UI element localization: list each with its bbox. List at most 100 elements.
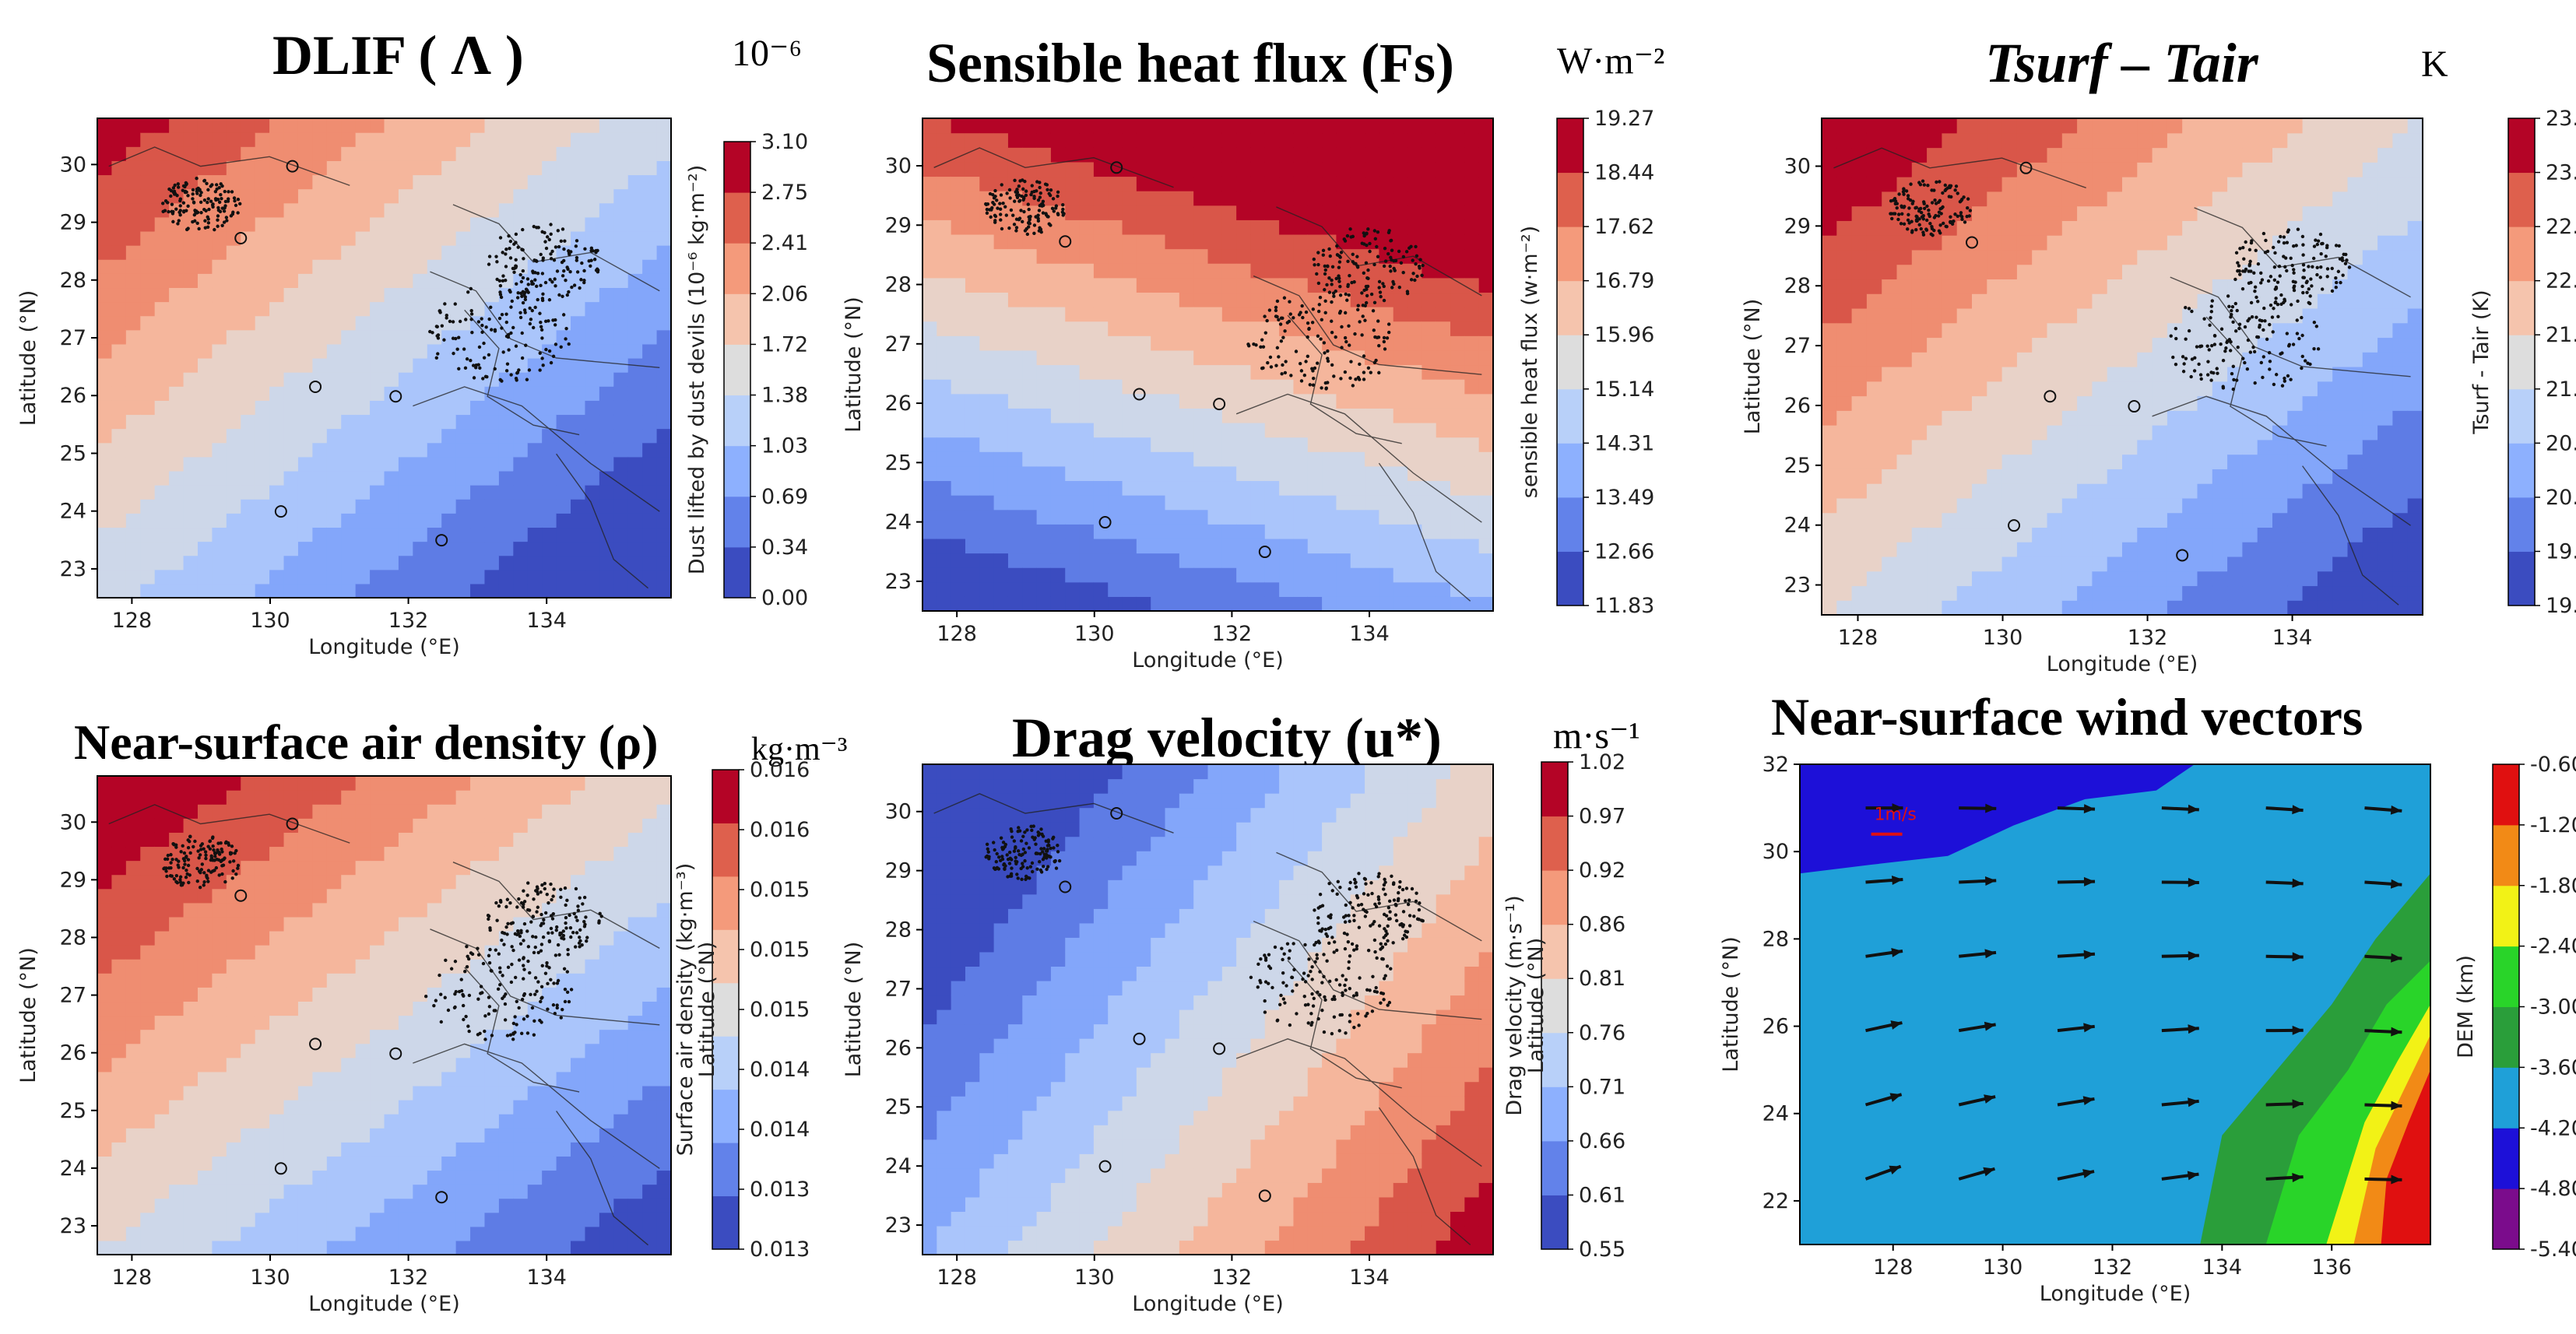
- heatmap-cell: [571, 569, 586, 585]
- heatmap-cell: [1851, 585, 1868, 601]
- heatmap-cell: [1193, 191, 1209, 206]
- heatmap-cell: [993, 248, 1009, 264]
- feature-dot: [589, 246, 594, 251]
- feature-dot: [1382, 264, 1386, 269]
- heatmap-cell: [1122, 321, 1137, 336]
- heatmap-cell: [1065, 307, 1081, 322]
- feature-dot: [223, 205, 227, 210]
- heatmap-cell: [1882, 162, 1898, 177]
- heatmap-cell: [370, 414, 385, 430]
- heatmap-cell: [2137, 235, 2153, 251]
- heatmap-cell: [140, 527, 156, 542]
- heatmap-cell: [1036, 307, 1052, 322]
- feature-dot: [474, 366, 478, 370]
- heatmap-cell: [585, 400, 600, 416]
- heatmap-cell: [297, 118, 313, 133]
- heatmap-cell: [370, 202, 385, 218]
- feature-dot: [454, 336, 458, 341]
- heatmap-cell: [993, 509, 1009, 525]
- heatmap-cell: [1478, 581, 1494, 597]
- heatmap-cell: [1093, 581, 1109, 597]
- heatmap-cell: [1822, 264, 1837, 280]
- heatmap-cell: [627, 273, 643, 289]
- heatmap-cell: [154, 287, 170, 303]
- heatmap-cell: [355, 146, 371, 161]
- heatmap-cell: [2092, 585, 2108, 601]
- heatmap-cell: [2152, 132, 2168, 149]
- heatmap-cell: [585, 414, 600, 430]
- heatmap-cell: [1036, 277, 1052, 293]
- heatmap-cell: [2137, 556, 2153, 572]
- heatmap-cell: [326, 146, 342, 161]
- heatmap-cell: [1151, 263, 1166, 279]
- heatmap-cell: [241, 541, 256, 556]
- feature-dot: [178, 204, 182, 208]
- heatmap-cell: [1972, 205, 1987, 221]
- heatmap-cell: [2047, 191, 2063, 207]
- heatmap-cell: [212, 216, 227, 232]
- heatmap-cell: [1293, 437, 1309, 452]
- heatmap-cell: [2332, 352, 2349, 367]
- heatmap-cell: [2032, 337, 2048, 353]
- heatmap-cell: [2362, 542, 2378, 557]
- heatmap-cell: [255, 315, 270, 331]
- heatmap-cell: [1165, 581, 1180, 597]
- heatmap-cell: [1464, 451, 1480, 467]
- heatmap-cell: [513, 216, 529, 232]
- heatmap-cell: [1279, 248, 1295, 264]
- heatmap-cell: [1436, 191, 1451, 206]
- heatmap-cell: [1407, 437, 1422, 452]
- heatmap-cell: [1836, 556, 1853, 572]
- heatmap-cell: [1822, 132, 1837, 149]
- heatmap-cell: [1942, 381, 1958, 397]
- heatmap-cell: [140, 132, 156, 147]
- feature-dot: [466, 290, 470, 294]
- heatmap-cell: [1336, 132, 1351, 148]
- heatmap-cell: [2182, 264, 2198, 280]
- feature-dot: [1393, 269, 1397, 272]
- heatmap-cell: [1987, 264, 2003, 280]
- heatmap-cell: [355, 372, 371, 387]
- heatmap-cell: [2047, 132, 2063, 149]
- heatmap-cell: [1436, 408, 1451, 423]
- heatmap-cell: [269, 118, 285, 133]
- feature-dot: [1363, 318, 1367, 322]
- heatmap-cell: [1407, 553, 1422, 568]
- heatmap-cell: [2077, 337, 2093, 353]
- heatmap-cell: [1322, 379, 1337, 395]
- heatmap-cell: [2152, 118, 2168, 134]
- heatmap-cell: [2047, 439, 2063, 455]
- feature-dot: [501, 350, 505, 354]
- heatmap-cell: [2287, 439, 2304, 455]
- heatmap-cell: [1464, 292, 1480, 307]
- heatmap-cell: [1836, 527, 1853, 542]
- heatmap-cell: [484, 485, 500, 500]
- heatmap-cell: [571, 541, 586, 556]
- feature-dot: [541, 258, 545, 262]
- heatmap-cell: [527, 485, 543, 500]
- heatmap-cell: [2167, 191, 2183, 207]
- feature-dot: [531, 325, 536, 330]
- heatmap-cell: [1065, 219, 1081, 235]
- heatmap-cell: [197, 583, 213, 599]
- heatmap-cell: [97, 456, 113, 472]
- feature-dot: [993, 195, 997, 198]
- heatmap-cell: [1022, 408, 1038, 423]
- colorbar-tick-label: 14.31: [1594, 431, 1654, 455]
- heatmap-cell: [1108, 581, 1123, 597]
- heatmap-cell: [2347, 147, 2363, 163]
- heatmap-cell: [241, 470, 256, 486]
- heatmap-cell: [269, 527, 285, 542]
- heatmap-cell: [398, 386, 413, 401]
- feature-dot: [544, 347, 548, 352]
- feature-dot: [1252, 342, 1256, 346]
- heatmap-cell: [498, 485, 514, 500]
- heatmap-cell: [197, 400, 213, 416]
- heatmap-cell: [1866, 132, 1882, 149]
- heatmap-cell: [1407, 219, 1422, 235]
- heatmap-cell: [398, 372, 413, 387]
- heatmap-cell: [1193, 596, 1209, 612]
- heatmap-cell: [255, 541, 270, 556]
- heatmap-cell: [2107, 191, 2123, 207]
- heatmap-cell: [1221, 277, 1237, 293]
